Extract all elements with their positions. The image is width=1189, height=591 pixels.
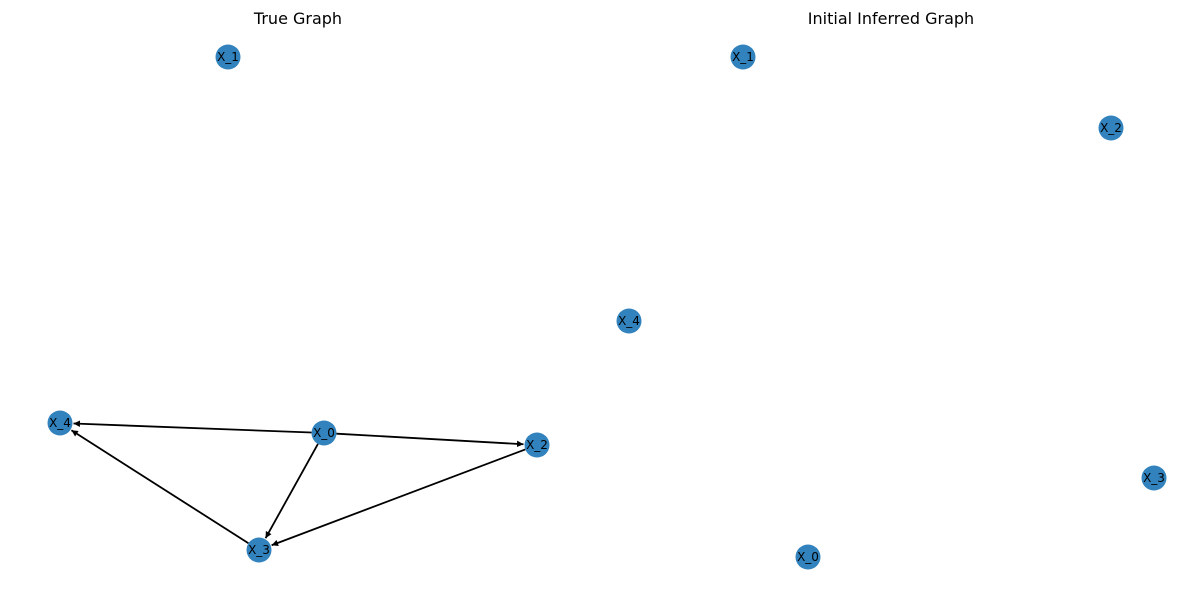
node-x4: X_4 (616, 308, 642, 334)
node-label: X_0 (313, 426, 335, 440)
node-x1: X_1 (730, 44, 756, 70)
node-x0: X_0 (311, 420, 337, 446)
node-label: X_2 (1100, 121, 1122, 135)
node-label: X_4 (49, 416, 71, 430)
node-circle (524, 432, 550, 458)
edge-x0-to-x4 (73, 420, 312, 434)
node-circle (47, 410, 73, 436)
node-x1: X_1 (215, 44, 241, 70)
node-circle (1141, 465, 1167, 491)
node-circle (730, 44, 756, 70)
node-circle (215, 44, 241, 70)
node-x2: X_2 (524, 432, 550, 458)
node-label: X_1 (217, 50, 239, 64)
edge-x0-to-x2 (336, 432, 524, 448)
true-graph-panel: True Graph X_0 X_1 X_2 X_3 X_4 (47, 9, 550, 563)
true-graph-nodes: X_0 X_1 X_2 X_3 X_4 (47, 44, 550, 563)
panel-title-true-graph: True Graph (253, 9, 342, 28)
inferred-graph-nodes: X_0 X_1 X_2 X_3 X_4 (616, 44, 1167, 570)
node-label: X_3 (1143, 471, 1165, 485)
node-x4: X_4 (47, 410, 73, 436)
node-circle (311, 420, 337, 446)
node-x2: X_2 (1098, 115, 1124, 141)
inferred-graph-panel: Initial Inferred Graph X_0 X_1 X_2 X_3 X_4 (616, 9, 1167, 570)
node-circle (795, 544, 821, 570)
node-x3: X_3 (1141, 465, 1167, 491)
node-x3: X_3 (246, 537, 272, 563)
node-label: X_1 (732, 50, 754, 64)
node-circle (1098, 115, 1124, 141)
panel-title-initial-inferred-graph: Initial Inferred Graph (808, 9, 974, 28)
edge-x0-to-x3 (264, 443, 319, 539)
true-graph-edges (70, 420, 526, 547)
node-label: X_4 (618, 314, 640, 328)
node-label: X_0 (797, 550, 819, 564)
edge-x2-to-x3 (271, 448, 526, 547)
node-circle (246, 537, 272, 563)
node-label: X_2 (526, 438, 548, 452)
edge-x3-to-x4 (70, 429, 249, 545)
node-x0: X_0 (795, 544, 821, 570)
node-label: X_3 (248, 543, 270, 557)
node-circle (616, 308, 642, 334)
